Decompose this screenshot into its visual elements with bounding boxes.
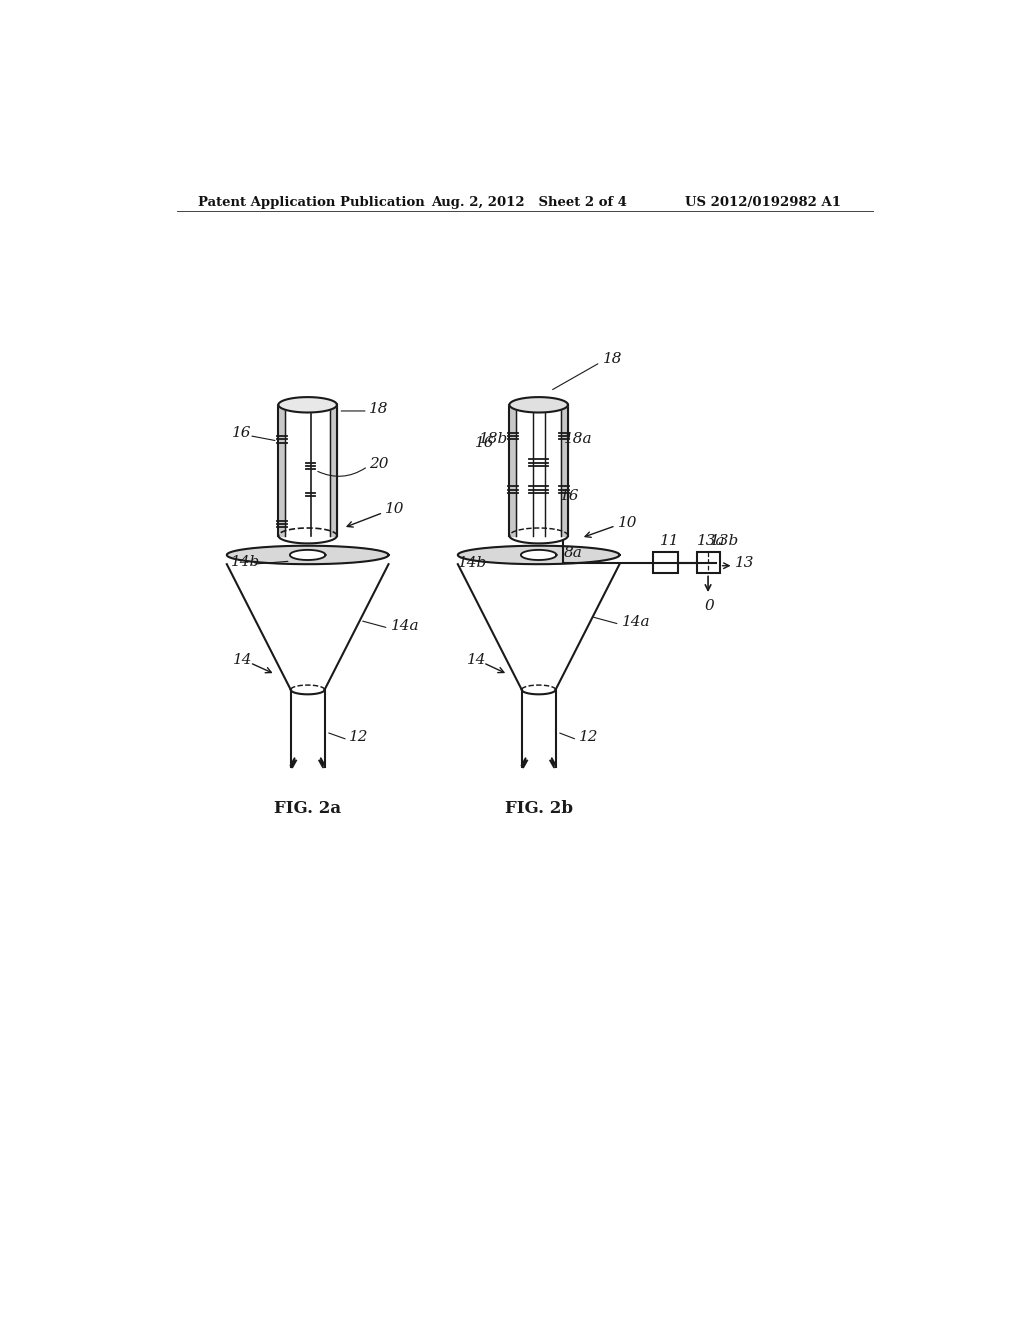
Text: 18a: 18a — [564, 433, 593, 446]
Polygon shape — [561, 405, 568, 536]
Text: 12: 12 — [579, 730, 598, 744]
Text: FIG. 2a: FIG. 2a — [274, 800, 341, 817]
Text: 8a: 8a — [564, 546, 583, 561]
Text: 18b: 18b — [478, 433, 508, 446]
Polygon shape — [279, 397, 337, 412]
Polygon shape — [330, 405, 337, 536]
Polygon shape — [458, 545, 620, 564]
Text: 14a: 14a — [391, 619, 420, 632]
Text: 18: 18 — [370, 401, 389, 416]
Polygon shape — [521, 550, 556, 560]
Text: 12: 12 — [349, 730, 369, 744]
Text: 10: 10 — [385, 502, 404, 516]
Polygon shape — [279, 405, 286, 536]
Text: 10: 10 — [617, 516, 638, 529]
Text: 14a: 14a — [622, 615, 650, 628]
Text: 11: 11 — [659, 535, 679, 548]
Polygon shape — [509, 405, 516, 536]
Text: 14: 14 — [233, 653, 253, 668]
Text: 13a: 13a — [696, 535, 725, 548]
Text: 16: 16 — [475, 437, 495, 450]
Text: FIG. 2b: FIG. 2b — [505, 800, 572, 817]
Text: 0: 0 — [705, 599, 714, 612]
Text: 16: 16 — [559, 488, 579, 503]
Polygon shape — [227, 545, 388, 564]
Text: 14: 14 — [467, 653, 486, 668]
Polygon shape — [290, 550, 326, 560]
Text: 16: 16 — [232, 426, 252, 441]
Text: US 2012/0192982 A1: US 2012/0192982 A1 — [685, 195, 841, 209]
Text: Patent Application Publication: Patent Application Publication — [199, 195, 425, 209]
Text: 20: 20 — [370, 457, 389, 471]
Text: Aug. 2, 2012   Sheet 2 of 4: Aug. 2, 2012 Sheet 2 of 4 — [431, 195, 627, 209]
Text: 14b: 14b — [230, 554, 260, 569]
Polygon shape — [509, 397, 568, 412]
Text: 13: 13 — [735, 557, 755, 570]
Text: 14b: 14b — [458, 556, 487, 570]
Text: 13b: 13b — [710, 535, 739, 548]
Text: 18: 18 — [602, 351, 622, 366]
